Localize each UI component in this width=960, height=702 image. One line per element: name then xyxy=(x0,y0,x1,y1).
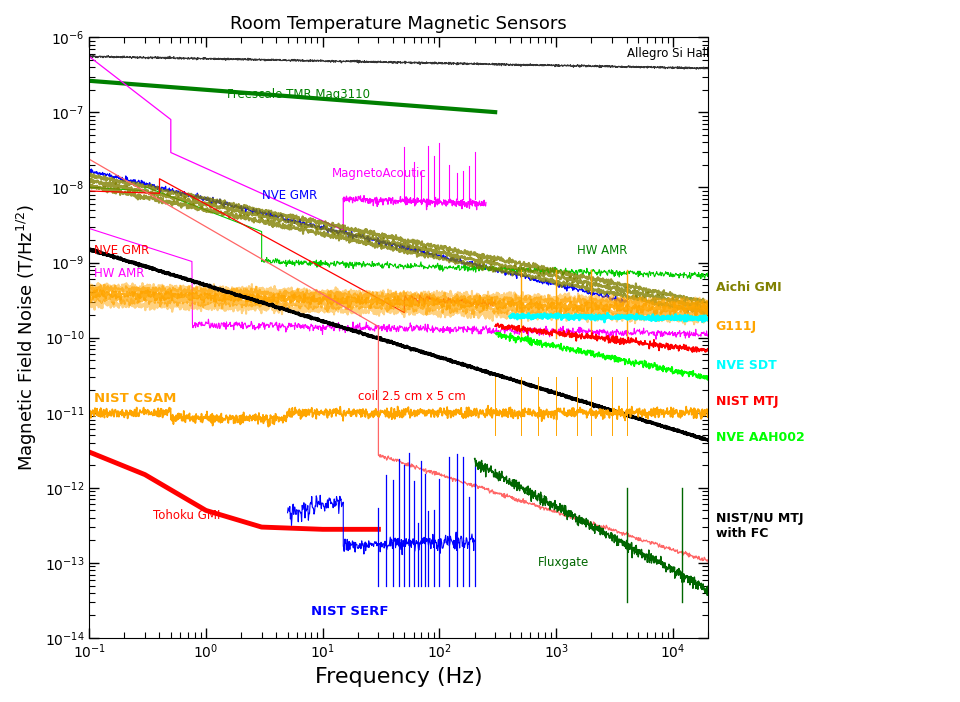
Text: NVE SDT: NVE SDT xyxy=(715,359,777,371)
Text: NVE GMR: NVE GMR xyxy=(262,189,317,202)
Text: Aichi GMI: Aichi GMI xyxy=(715,281,781,293)
Text: NIST SERF: NIST SERF xyxy=(311,605,389,618)
Text: HW AMR: HW AMR xyxy=(94,267,144,279)
Text: Fluxgate: Fluxgate xyxy=(539,557,589,569)
Text: NVE AAH002: NVE AAH002 xyxy=(715,431,804,444)
Text: Tohoku GMI: Tohoku GMI xyxy=(153,510,220,522)
Text: NIST MTJ: NIST MTJ xyxy=(715,395,778,408)
Text: NIST CSAM: NIST CSAM xyxy=(94,392,177,405)
Text: MagnetoAcoutic: MagnetoAcoutic xyxy=(332,166,426,180)
Text: NIST/NU MTJ
with FC: NIST/NU MTJ with FC xyxy=(715,512,804,540)
Text: HW AMR: HW AMR xyxy=(577,244,627,257)
Text: Freescale TMR Mag3110: Freescale TMR Mag3110 xyxy=(227,88,370,101)
Text: G111J: G111J xyxy=(715,319,756,333)
X-axis label: Frequency (Hz): Frequency (Hz) xyxy=(315,667,483,687)
Text: coil 2.5 cm x 5 cm: coil 2.5 cm x 5 cm xyxy=(358,390,466,402)
Title: Room Temperature Magnetic Sensors: Room Temperature Magnetic Sensors xyxy=(230,15,567,33)
Y-axis label: Magnetic Field Noise (T/Hz$^{1/2}$): Magnetic Field Noise (T/Hz$^{1/2}$) xyxy=(15,204,39,471)
Text: NVE GMR: NVE GMR xyxy=(94,244,149,257)
Text: Allegro Si Hall: Allegro Si Hall xyxy=(627,47,708,60)
